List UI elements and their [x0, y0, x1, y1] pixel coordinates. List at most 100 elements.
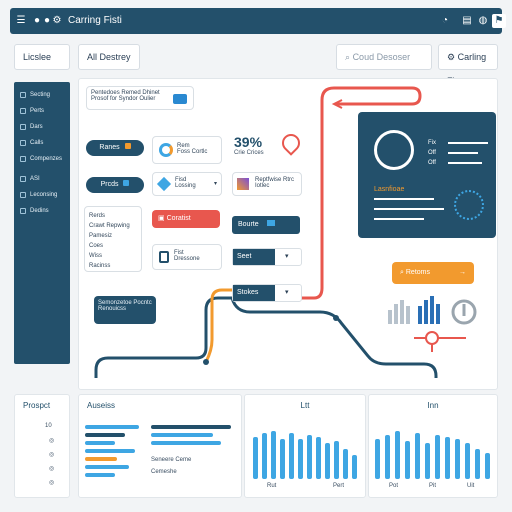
chart-bar: [298, 439, 303, 479]
chart-bar: [485, 453, 490, 479]
app-icon: [237, 178, 249, 190]
pill-button-2[interactable]: Prcds: [86, 177, 144, 193]
chart-bar: [352, 455, 357, 479]
bar-chart-2: [369, 395, 499, 499]
user-icon[interactable]: ◍: [478, 15, 488, 26]
sidebar-item[interactable]: Perts: [20, 108, 44, 114]
bell-icon[interactable]: ◔: [441, 15, 449, 26]
tag-icon: [123, 180, 130, 186]
small-card[interactable]: Fist Dressone: [152, 244, 222, 270]
sidebar-item[interactable]: Secting: [20, 92, 50, 98]
sidebar-item[interactable]: Dedins: [20, 208, 49, 214]
sidebar-item[interactable]: Dars: [20, 124, 43, 130]
chart-bar: [405, 441, 410, 479]
red-action-button[interactable]: ▣ Coratist: [152, 210, 220, 228]
list-item[interactable]: Crawt Repwing: [89, 223, 130, 229]
sidebar-item[interactable]: Calls: [20, 140, 43, 146]
folder-icon: [173, 94, 187, 104]
top-bar: ☰ ● ● ⚙ Carring Fisti ◔ ▤ ◍ ⚑: [10, 8, 506, 34]
chart-bar: [289, 433, 294, 479]
menu-icon[interactable]: ☰: [16, 15, 26, 26]
dot-icon: ●: [43, 15, 51, 26]
panel-3: Ltt Rut Pert: [244, 394, 366, 498]
sidebar-item[interactable]: Leconsing: [20, 192, 57, 198]
search-input[interactable]: ⌕ Coud Desoser: [336, 44, 432, 70]
chart-bar: [271, 431, 276, 479]
tag-icon: [124, 143, 131, 149]
gear-icon: ⚙: [447, 52, 456, 62]
pill-button-1[interactable]: Ranes: [86, 140, 144, 156]
list-card: Rerds Crawt Repwing Pamesiz Coes Wiss Ra…: [84, 206, 142, 272]
tab-left[interactable]: Licslee: [14, 44, 70, 70]
tab-main[interactable]: All Destrey: [78, 44, 140, 70]
mini-card-1[interactable]: Rem Foss Cortlc: [152, 136, 222, 164]
item-icon: [20, 92, 26, 98]
item-icon: [20, 124, 26, 130]
chart-bar: [262, 433, 267, 479]
chart-bar: [425, 443, 430, 479]
chart-bar: [385, 435, 390, 479]
chart-bar: [395, 431, 400, 479]
chart-bar: [375, 439, 380, 479]
sidebar-item[interactable]: ASI: [20, 176, 40, 182]
mini-card-2[interactable]: Fisd Lossing ▾: [152, 172, 222, 196]
list-item[interactable]: Wiss: [89, 253, 102, 259]
chart-bar: [325, 443, 330, 479]
item-icon: [20, 108, 26, 114]
info-card[interactable]: Pentedoes Remed Dhinet Prosof for Syndor…: [86, 86, 194, 110]
orange-button[interactable]: ⌕ Retoms →: [392, 262, 474, 284]
dark-button-1[interactable]: Bourte: [232, 216, 300, 234]
tooltip: Semonzetoe Pocntc Renouicss: [94, 296, 156, 324]
bar-chart-1: [245, 395, 367, 499]
list-item[interactable]: Racinss: [89, 263, 111, 269]
dark-select-1[interactable]: Seet ▾: [232, 248, 302, 266]
avatar[interactable]: ⚑: [492, 14, 506, 28]
app-title: Carring Fisti: [68, 15, 122, 26]
chart-bar: [307, 435, 312, 479]
search-icon: ⌕: [345, 52, 351, 62]
metric: 39% Crie Crices: [234, 134, 264, 156]
file-icon[interactable]: ▤: [462, 15, 472, 26]
chart-bar: [253, 437, 258, 479]
chart-bar: [475, 449, 480, 479]
arrow-right-icon: →: [459, 269, 466, 276]
chart-bar: [415, 433, 420, 479]
chart-bar: [343, 449, 348, 479]
gear-icon[interactable]: ⚙: [52, 15, 62, 26]
chevron-down-icon: ▾: [284, 289, 289, 296]
panel-4: Inn Pot Pit Uit: [368, 394, 498, 498]
trash-icon: ▣: [158, 215, 165, 222]
item-icon: [20, 176, 26, 182]
tag-icon: [266, 220, 275, 226]
gem-icon: [156, 176, 172, 192]
mini-chart-icons: [388, 296, 477, 325]
hero-card: Fix Off Off Lasnfioae: [358, 112, 496, 238]
sidebar: Secting Perts Dars Calls Compenzes ASI L…: [14, 82, 70, 364]
mini-card-3[interactable]: Reptfwise Rtrc Iotlec: [232, 172, 302, 196]
panel-1: Prospct 10 ◎ ◎ ◎ ◎: [14, 394, 70, 498]
search-icon: ⌕: [400, 269, 404, 276]
chart-bar: [435, 435, 440, 479]
google-icon: [159, 143, 173, 157]
item-icon: [20, 208, 26, 214]
sidebar-item[interactable]: Compenzes: [20, 156, 62, 162]
chart-bar: [465, 443, 470, 479]
dot-icon: ●: [33, 15, 41, 26]
lock-icon: [374, 130, 414, 170]
item-icon: [20, 140, 26, 146]
list-item[interactable]: Rerds: [89, 213, 106, 219]
dark-select-2[interactable]: Stokes ▾: [232, 284, 302, 302]
list-item[interactable]: Coes: [89, 243, 104, 249]
item-icon: [20, 192, 26, 198]
chart-bar: [316, 437, 321, 479]
list-item[interactable]: Pamesiz: [89, 233, 113, 239]
chart-bar: [334, 441, 339, 479]
panel-2: Auseiss Seneere Ceme Cemeshe: [78, 394, 242, 498]
shield-icon: [159, 251, 169, 263]
item-icon: [20, 156, 26, 162]
network-icon: [454, 190, 484, 220]
chart-bar: [455, 439, 460, 479]
chevron-down-icon: ▾: [213, 181, 217, 187]
chevron-down-icon: ▾: [284, 253, 289, 260]
